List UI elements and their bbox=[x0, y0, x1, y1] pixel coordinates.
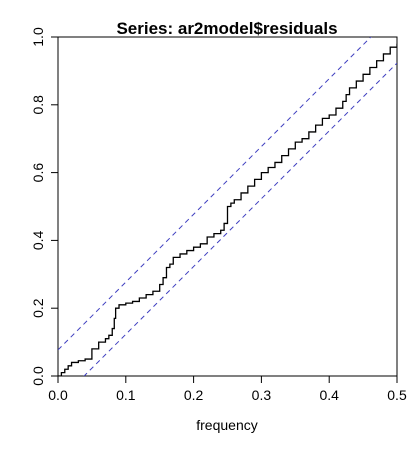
x-tick-label: 0.0 bbox=[48, 387, 68, 403]
x-tick-label: 0.2 bbox=[184, 387, 204, 403]
x-tick-label: 0.1 bbox=[116, 387, 136, 403]
y-tick-label: 0.4 bbox=[30, 230, 46, 250]
x-axis-label: frequency bbox=[196, 417, 257, 433]
x-tick-label: 0.4 bbox=[319, 387, 339, 403]
upper-confidence-bound-line bbox=[58, 37, 372, 351]
y-axis: 0.0 0.2 0.4 0.6 0.8 1.0 bbox=[30, 27, 58, 386]
y-tick-label: 0.2 bbox=[30, 298, 46, 318]
cumulative-periodogram-line bbox=[58, 43, 397, 376]
y-tick-label: 0.6 bbox=[30, 163, 46, 183]
lower-confidence-bound-line bbox=[83, 62, 397, 376]
y-tick-label: 0.0 bbox=[30, 366, 46, 386]
x-tick-label: 0.3 bbox=[252, 387, 272, 403]
series-group bbox=[58, 37, 397, 376]
y-tick-label: 0.8 bbox=[30, 95, 46, 115]
y-tick-label: 1.0 bbox=[30, 27, 46, 47]
x-tick-label: 0.5 bbox=[387, 387, 407, 403]
x-axis: 0.0 0.1 0.2 0.3 0.4 0.5 bbox=[48, 376, 407, 403]
plot-frame bbox=[57, 36, 398, 377]
chart-title: Series: ar2model$residuals bbox=[116, 19, 337, 38]
